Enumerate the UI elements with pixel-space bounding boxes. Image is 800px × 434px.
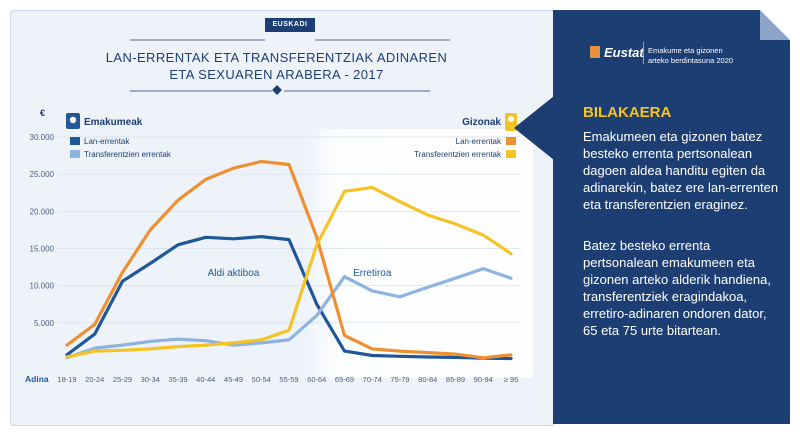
series-line (65, 159, 513, 360)
legend-swatch (506, 150, 516, 158)
legend-swatch (70, 137, 80, 145)
tagline-line2: arteko berdintasuna 2020 (648, 56, 734, 65)
man-icon-face (508, 116, 514, 122)
logo-text: Eustat (604, 45, 644, 60)
x-tick-label: 18-19 (57, 375, 76, 384)
region-label: EUSKADI (265, 18, 315, 32)
x-tick-label: 45-49 (224, 375, 243, 384)
x-tick-label: 85-89 (446, 375, 465, 384)
legend-swatch (506, 137, 516, 145)
chart-title-line1: LAN-ERRENTAK ETA TRANSFERENTZIAK ADINARE… (105, 50, 448, 65)
chart-title-line2: ETA SEXUAREN ARABERA - 2017 (169, 67, 384, 82)
y-tick-label: 5.000 (34, 319, 55, 328)
woman-icon-face (69, 116, 77, 124)
x-tick-label: 20-24 (85, 375, 104, 384)
y-tick-label: 25.000 (30, 170, 55, 179)
y-tick-label: 20.000 (30, 207, 55, 216)
legend-group-men: Gizonak (462, 117, 501, 128)
x-tick-label: 75-79 (390, 375, 409, 384)
panel-pointer (514, 96, 554, 160)
x-tick-label: 60-64 (307, 375, 326, 384)
panel-paragraph-1: Emakumeen eta gizonen batez besteko erre… (583, 129, 779, 212)
x-tick-label: 65-69 (335, 375, 354, 384)
legend-swatch (70, 150, 80, 158)
series-line (65, 235, 513, 361)
legend-label: Lan-errentak (456, 137, 502, 146)
logo-divider (643, 42, 644, 64)
y-tick-label: 15.000 (30, 245, 55, 254)
y-tick-label: 10.000 (30, 282, 55, 291)
x-tick-label: 70-74 (363, 375, 382, 384)
region-annotation: Aldi aktiboa (208, 268, 260, 279)
x-tick-label: 40-44 (196, 375, 215, 384)
x-tick-label: 80-84 (418, 375, 437, 384)
y-tick-label: 30.000 (30, 133, 55, 142)
region-annotation: Erretiroa (353, 268, 392, 279)
x-axis-label: Adina (25, 374, 49, 384)
retirement-region (304, 129, 533, 378)
diamond-icon (272, 85, 282, 95)
legend-group-women: Emakumeak (84, 117, 143, 128)
x-tick-label: 90-94 (474, 375, 493, 384)
y-axis-label: € (40, 108, 45, 118)
series-line (65, 267, 513, 360)
series-line (65, 185, 513, 359)
x-tick-label: 30-34 (141, 375, 160, 384)
info-panel (553, 10, 790, 424)
x-tick-label: 25-29 (113, 375, 132, 384)
x-tick-label: 50-54 (252, 375, 271, 384)
tagline-line1: Emakume eta gizonen (648, 46, 723, 55)
line-chart: €5.000 10.000 15.000 20.000 25.000 30.000 Adi… (25, 39, 533, 384)
panel-paragraph-2: Batez besteko errenta pertsonalean emaku… (583, 238, 771, 338)
x-tick-label: ≥ 95 (504, 375, 519, 384)
legend-label: Transferentzien errentak (414, 150, 502, 159)
eustat-logo-icon (590, 46, 600, 58)
x-tick-label: 55-59 (279, 375, 298, 384)
panel-heading: BILAKAERA (583, 104, 672, 121)
legend-label: Transferentzien errentak (84, 150, 172, 159)
page-fold (760, 10, 790, 40)
legend-label: Lan-errentak (84, 137, 130, 146)
x-tick-label: 35-39 (168, 375, 187, 384)
